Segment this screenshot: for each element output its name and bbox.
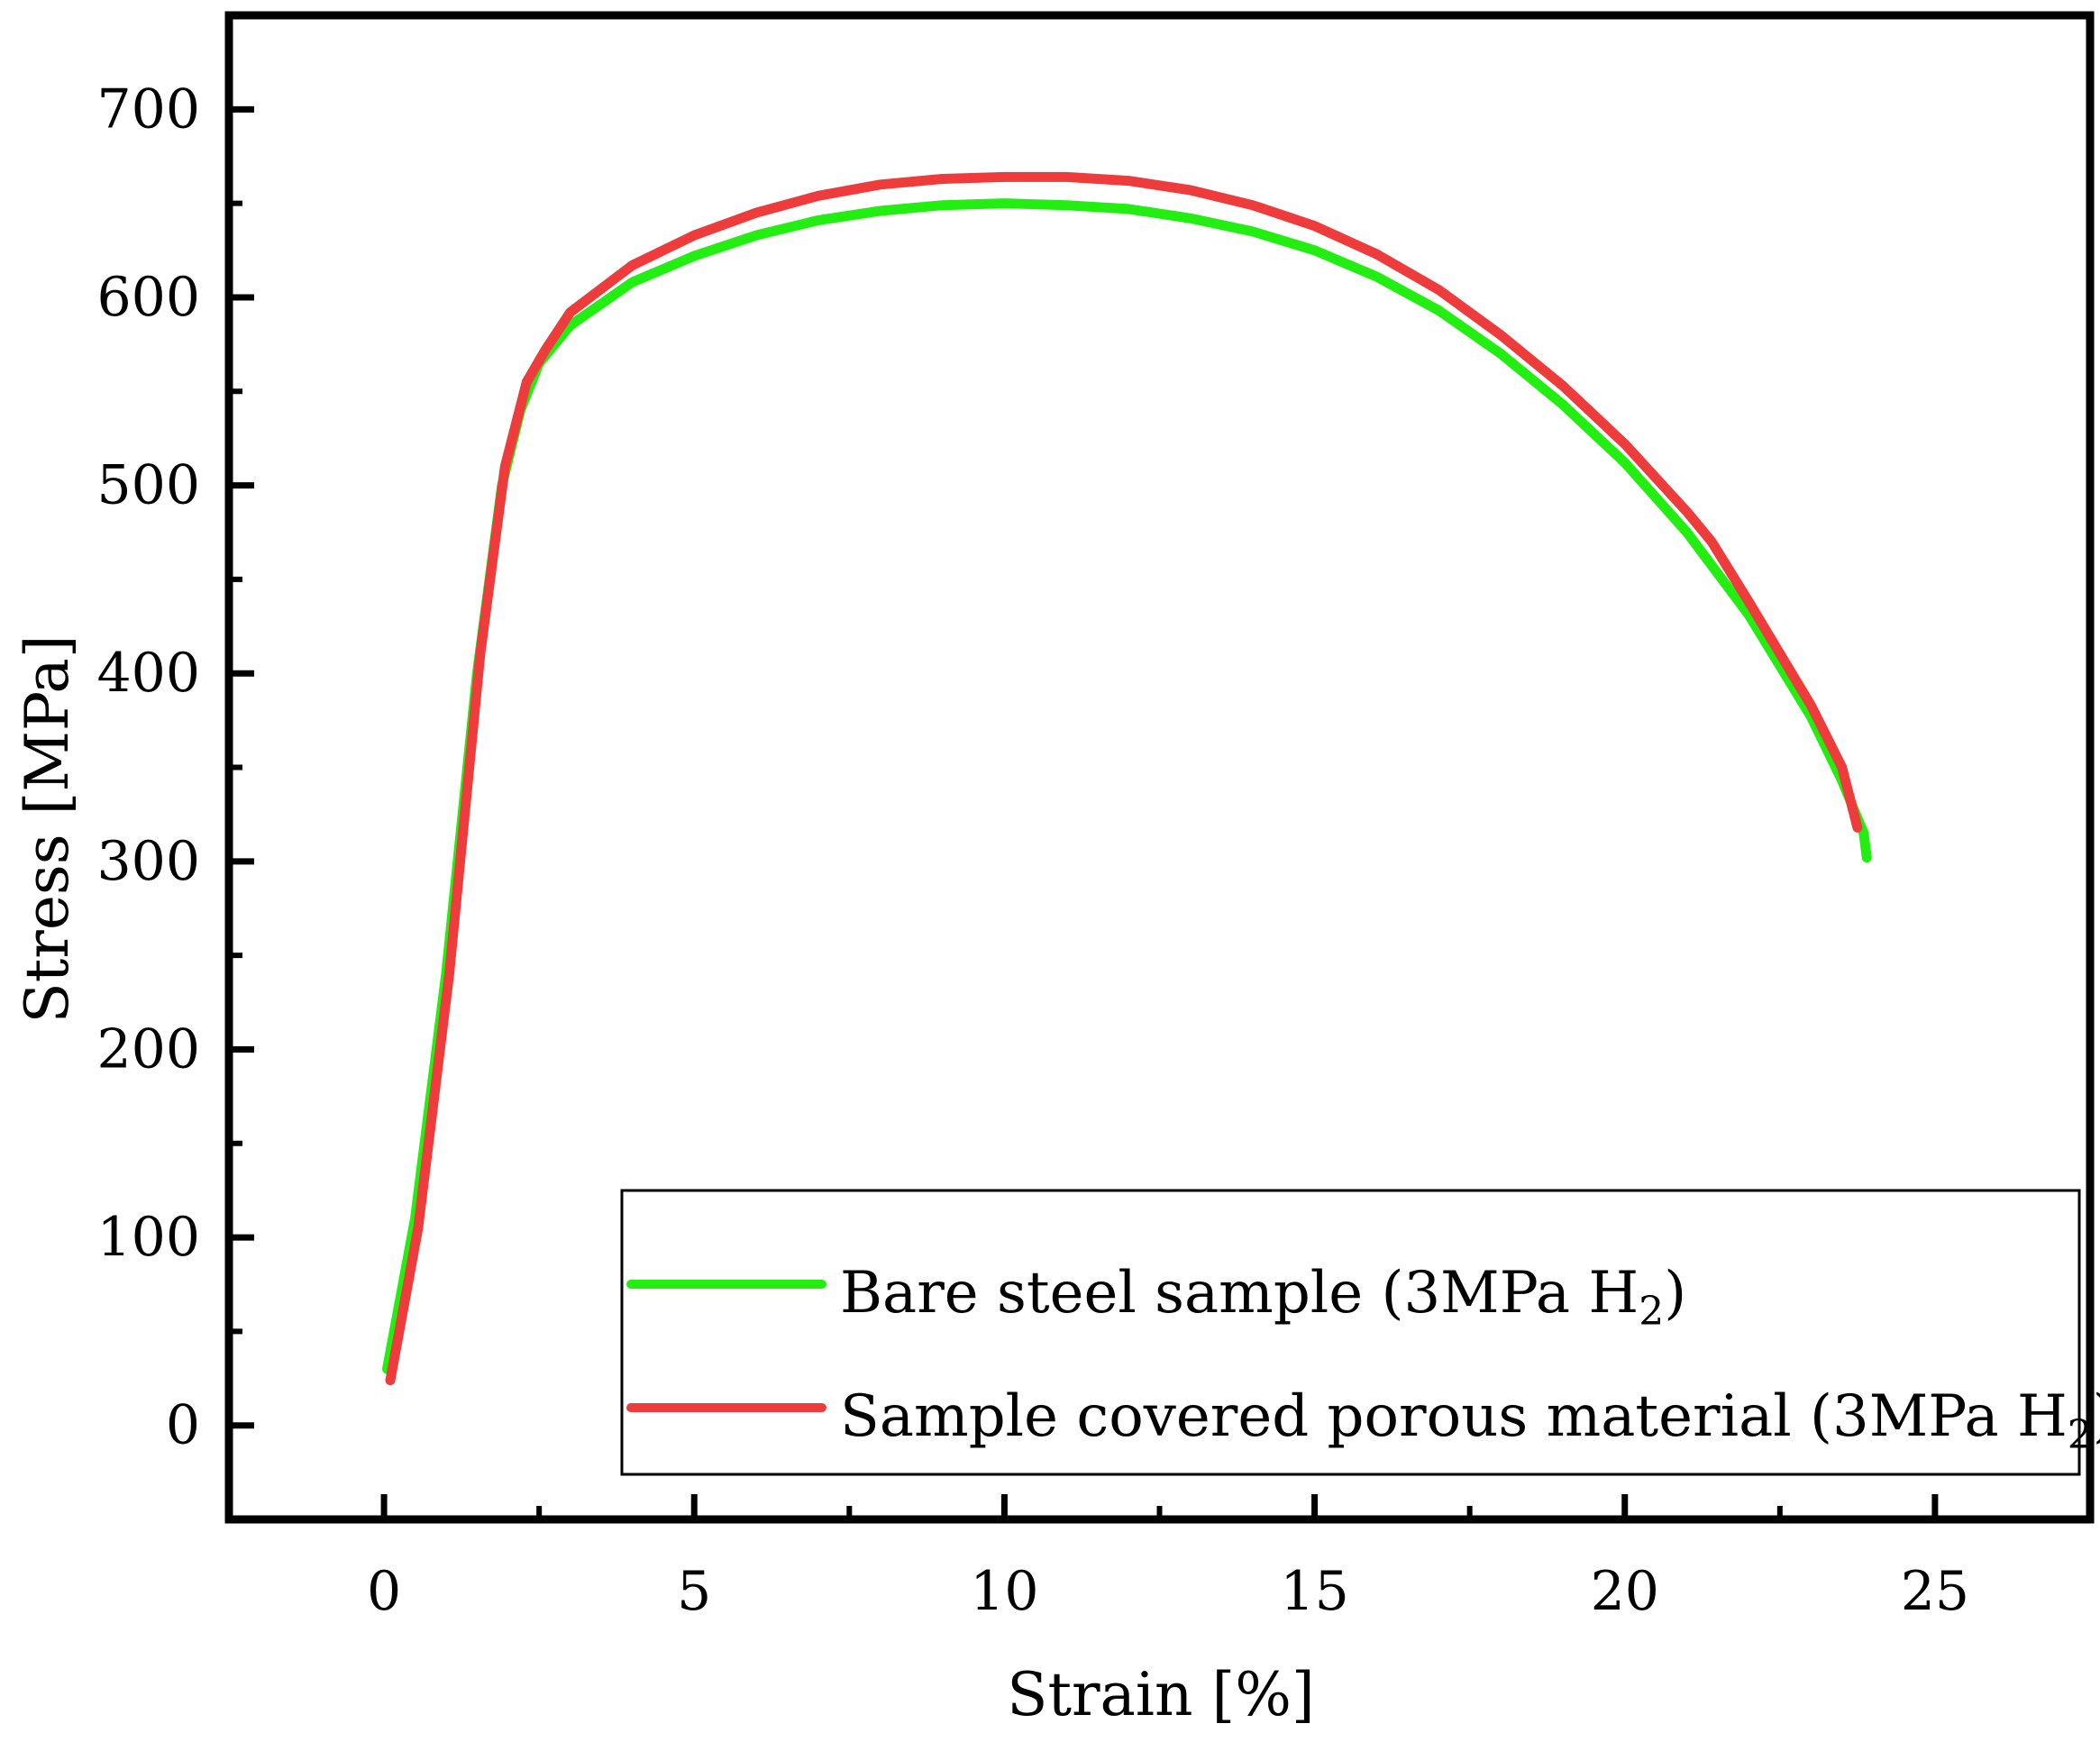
y-tick-label: 600 xyxy=(96,266,200,329)
y-tick-label: 100 xyxy=(96,1206,200,1269)
tick-labels: 0 5 10 15 20 25 0 100 200 300 400 500 600 700 xyxy=(96,78,1969,1623)
legend: Bare steel sample (3MPa H2) Sample cover… xyxy=(620,1189,2100,1476)
legend-label-porous-material: Sample covered porous material (3MPa H2) xyxy=(840,1383,2100,1458)
x-tick-label: 15 xyxy=(1280,1560,1348,1623)
legend-label-bare-steel: Bare steel sample (3MPa H2) xyxy=(840,1260,1686,1335)
y-axis-title: Stress [MPa] xyxy=(13,635,82,1024)
tick-marks xyxy=(229,105,1939,1519)
x-tick-label: 0 xyxy=(367,1560,401,1623)
x-tick-label: 10 xyxy=(970,1560,1038,1623)
series-lines xyxy=(382,171,1872,1386)
x-tick-label: 5 xyxy=(677,1560,711,1623)
x-tick-label: 20 xyxy=(1591,1560,1659,1623)
y-tick-label: 0 xyxy=(166,1394,200,1457)
x-tick-label: 25 xyxy=(1901,1560,1969,1623)
y-tick-label: 300 xyxy=(96,830,200,893)
x-axis-title: Strain [%] xyxy=(1007,1660,1314,1729)
y-tick-label: 500 xyxy=(96,454,200,517)
legend-box xyxy=(620,1189,2081,1476)
y-tick-label: 200 xyxy=(96,1017,200,1081)
y-tick-label: 400 xyxy=(96,642,200,705)
y-tick-label: 700 xyxy=(96,78,200,141)
series-line-porous-material xyxy=(385,171,1863,1386)
plot-frame xyxy=(224,11,2095,1524)
